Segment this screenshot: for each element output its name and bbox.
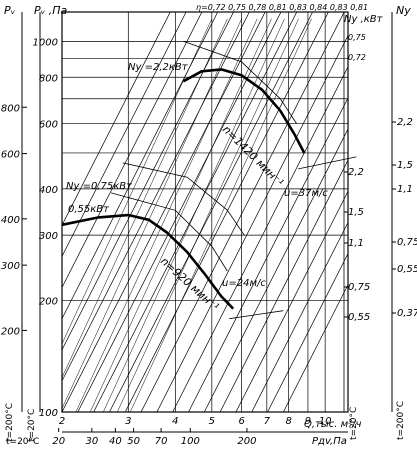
right-inner-tick-3: 0,75: [348, 282, 370, 293]
efficiency-top-label: η=0,72 0,75 0,78 0,81 0,83 0,84 0,83 0,8…: [196, 3, 368, 12]
right-inner-tick-0: 2,2: [348, 167, 364, 178]
diag-line-7: [172, 66, 348, 412]
series-line-0: [182, 68, 306, 154]
dyn-tick-label-200: 200: [237, 436, 256, 447]
efficiency-ray-6: [117, 18, 299, 412]
power-line-2: [110, 192, 228, 272]
outer-tick-label-600: 600: [1, 150, 20, 161]
diag-line-9: [203, 128, 348, 412]
flow-axis-title: Q,тыс. м³/ч: [304, 419, 362, 430]
velocity-diagonals: [62, 12, 348, 412]
right-inner-upper-tick-1: 0,72: [348, 53, 366, 62]
diag-line--4: [62, 12, 203, 289]
diag-line--1: [62, 12, 250, 382]
right-outer-tick-2: 1,1: [397, 184, 413, 195]
dyn-tick-label-20: 20: [52, 436, 65, 447]
efficiency-ray-3: [75, 18, 258, 412]
outer-tick-label-300: 300: [1, 261, 20, 272]
dyn-tick-label-100: 100: [181, 436, 200, 447]
right-inner-bottom-label: t=20°C: [349, 407, 359, 440]
annotation-power-0-75: Nу =0,75кВт: [66, 181, 133, 192]
grid: [61, 12, 348, 413]
series-lines: [61, 68, 306, 310]
flow-tick-label-3: 3: [125, 416, 131, 427]
diag-line-4: [124, 12, 329, 412]
right-outer-tick-3: 0,75: [397, 237, 417, 248]
annotation-power-2-2: Nу =2,2кВт: [128, 62, 189, 73]
series-line-1: [61, 213, 235, 310]
efficiency-ray-1: [62, 18, 228, 379]
diag-line--5: [62, 12, 187, 258]
dyn-tick-label-50: 50: [127, 436, 140, 447]
flow-tick-label-7: 7: [264, 416, 271, 427]
diag-line--6: [62, 12, 171, 226]
right-inner-tick-1: 1,5: [348, 207, 364, 218]
right-outer-tick-5: 0,37: [397, 308, 417, 319]
efficiency-ray-7: [130, 18, 312, 412]
right-inner-tick-4: 0,55: [348, 312, 370, 323]
right-inner-axis-title: Nу ,кВт: [344, 14, 384, 25]
annotation-speed-1420: n=1420 мин⁻¹: [220, 123, 286, 189]
right-inner-tick-2: 1,1: [348, 238, 364, 249]
diag-line-3: [109, 12, 313, 412]
right-inner-upper-tick-0: 0,75: [348, 33, 366, 42]
outer-tick-label-800: 800: [1, 103, 20, 114]
main-tick-label-600: 600: [39, 120, 58, 131]
diag-line-10: [219, 159, 348, 412]
diag-line-5: [140, 12, 345, 412]
diag-line-2: [93, 12, 298, 412]
flow-tick-label-8: 8: [285, 416, 291, 427]
flow-tick-label-10: 10: [319, 416, 332, 427]
diag-line--2: [62, 12, 234, 351]
main-tick-label-400: 400: [39, 185, 58, 196]
diag-line-1: [77, 12, 282, 412]
diag-line-8: [188, 97, 348, 412]
annotation-u-24: u=24м/с: [222, 278, 266, 289]
main-tick-label-200: 200: [39, 296, 58, 307]
right-outer-tick-1: 1,5: [397, 160, 413, 171]
flow-tick-label-2: 2: [59, 416, 65, 427]
efficiency-ray-2: [62, 18, 242, 410]
right-outer-tick-0: 2,2: [397, 117, 413, 128]
u-leader-1: [298, 156, 357, 170]
annotation-power-0-55: 0,55кВт: [68, 204, 110, 215]
outer-left-axis-title: Pᵥ: [4, 4, 16, 17]
right-outer-bottom-label: t=200°C: [396, 401, 406, 440]
right-outer-tick-4: 0,55: [397, 264, 417, 275]
power-lines: [110, 40, 297, 272]
main-tick-label-100: 100: [39, 408, 58, 419]
annotation-u-37: u=37м/с: [284, 188, 328, 199]
diag-line-6: [156, 34, 348, 412]
main-tick-label-1000: 1000: [33, 37, 58, 48]
u-leader-2: [229, 310, 284, 320]
diag-line--3: [62, 12, 219, 320]
right-outer-axis-title: Nу: [396, 4, 411, 17]
power-line-0: [183, 40, 297, 124]
dyn-tick-label-40: 40: [109, 436, 122, 447]
dyn-tick-label-30: 30: [85, 436, 98, 447]
flow-tick-label-5: 5: [209, 416, 215, 427]
diag-line-13: [267, 252, 348, 412]
flow-tick-label-9: 9: [305, 416, 311, 427]
main-tick-label-300: 300: [39, 231, 58, 242]
dyn-axis-left-label: t=20°C: [6, 437, 39, 447]
diag-line-12: [251, 221, 348, 412]
main-tick-label-800: 800: [39, 73, 58, 84]
outer-tick-label-200: 200: [1, 326, 20, 337]
main-left-axis-title: Pᵥ ,Па: [34, 4, 67, 17]
power-line-1: [122, 162, 245, 236]
diag-line-14: [283, 283, 348, 412]
outer-left-bottom-label: t=200°C: [5, 403, 15, 442]
diag-line-11: [235, 190, 348, 412]
main-left-bottom-label: t=20°C: [27, 409, 37, 442]
flow-tick-label-6: 6: [238, 416, 244, 427]
dyn-axis-title: Pдv,Па: [312, 436, 347, 447]
outer-tick-label-400: 400: [1, 215, 20, 226]
dyn-tick-label-70: 70: [155, 436, 168, 447]
diag-line-0: [62, 12, 266, 412]
flow-tick-label-4: 4: [172, 416, 178, 427]
